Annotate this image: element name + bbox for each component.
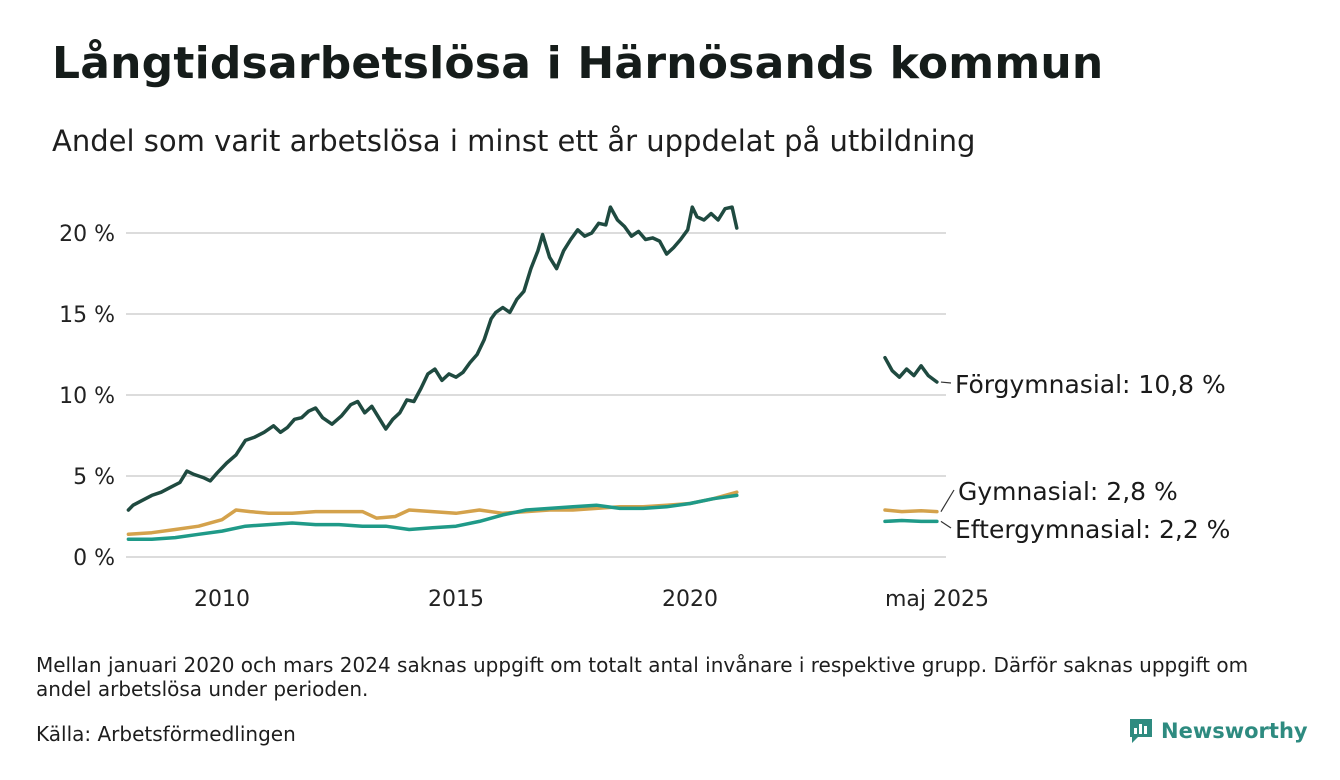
- newsworthy-logo-icon: [1130, 719, 1152, 743]
- x-tick-label: maj 2025: [885, 587, 989, 612]
- end-label-leader: [940, 520, 952, 529]
- x-tick-label: 2015: [428, 587, 484, 612]
- y-tick-label: 5 %: [73, 465, 115, 490]
- end-label: Eftergymnasial: 2,2 %: [955, 515, 1230, 544]
- series-line: [126, 493, 739, 541]
- line-chart: 0 %5 %10 %15 %20 % 2010 2015 2020 maj 2025 …: [59, 205, 1230, 612]
- end-label: Förgymnasial: 10,8 %: [955, 370, 1226, 399]
- series-lines: [126, 205, 939, 541]
- y-axis-ticks: 0 % 5 % 10 % 15 % 20 %: [59, 222, 115, 571]
- x-tick-label: 2020: [662, 587, 718, 612]
- series-line: [883, 518, 939, 524]
- footnote: Mellan januari 2020 och mars 2024 saknas…: [36, 653, 1249, 701]
- y-tick-label: 0 %: [73, 546, 115, 571]
- x-tick-label: 2010: [194, 587, 250, 612]
- y-tick-label: 15 %: [59, 303, 115, 328]
- end-label: Gymnasial: 2,8 %: [958, 477, 1178, 506]
- end-labels: Förgymnasial: 10,8 % Gymnasial: 2,8 % Efte…: [940, 370, 1230, 544]
- x-axis-ticks: 2010 2015 2020 maj 2025: [194, 587, 989, 612]
- chart-title: Långtidsarbetslösa i Härnösands kommun: [52, 38, 1104, 89]
- y-tick-label: 20 %: [59, 222, 115, 247]
- chart-subtitle: Andel som varit arbetslösa i minst ett å…: [52, 124, 976, 158]
- end-label-leader: [940, 489, 955, 512]
- series-line: [126, 205, 739, 512]
- end-label-leader: [940, 381, 952, 384]
- grid-lines: [126, 232, 946, 558]
- newsworthy-logo: Newsworthy: [1128, 717, 1308, 745]
- source-note: Källa: Arbetsförmedlingen: [36, 722, 296, 746]
- brand-name: Newsworthy: [1161, 719, 1308, 743]
- y-tick-label: 10 %: [59, 384, 115, 409]
- series-line: [883, 508, 939, 514]
- series-line: [883, 355, 939, 384]
